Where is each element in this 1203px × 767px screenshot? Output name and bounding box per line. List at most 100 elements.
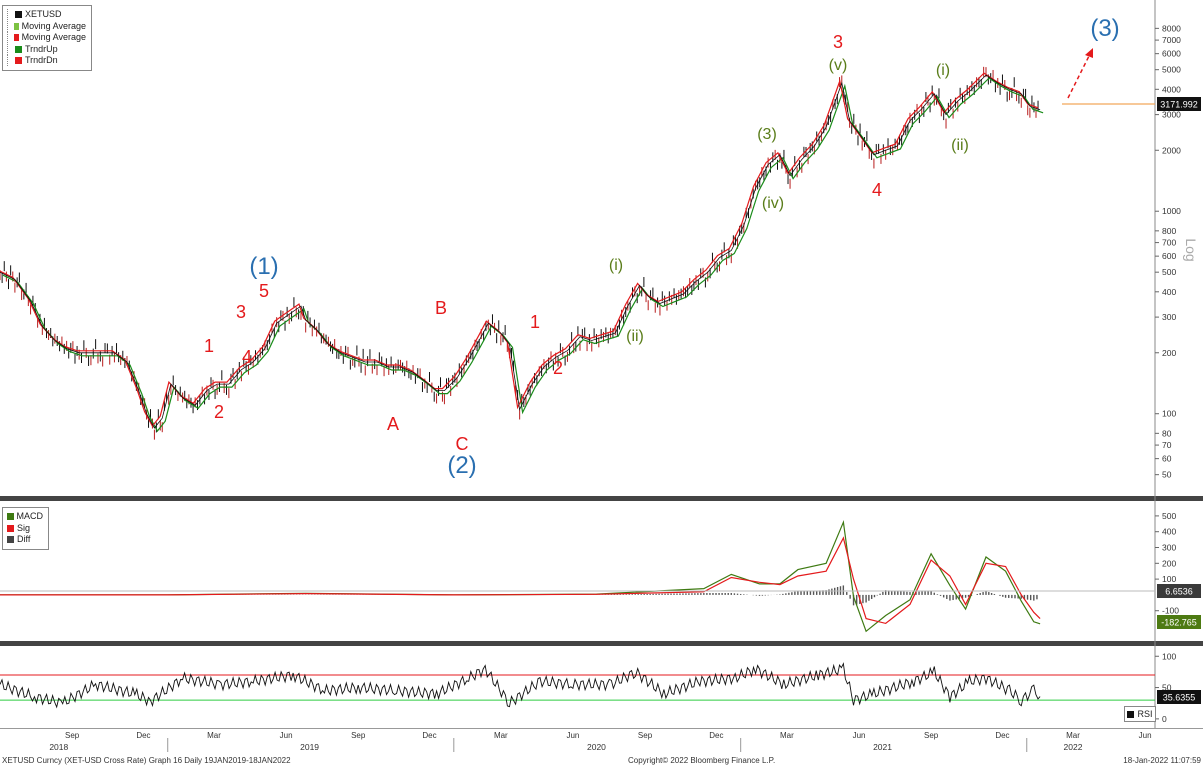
legend-label: MACD: [16, 511, 44, 521]
rsi-y-tick-label: 100: [1162, 651, 1176, 661]
legend-label: TrndrUp: [25, 43, 58, 54]
wave-label-green: (iv): [762, 195, 784, 212]
svg-text:35.6355: 35.6355: [1163, 693, 1196, 703]
legend-swatch: [13, 34, 19, 42]
wave-label-green: (i): [936, 62, 950, 79]
price-y-tick-label: 200: [1162, 348, 1176, 358]
legend-item-sig[interactable]: Sig: [7, 523, 43, 535]
footer-left: XETUSD Curncy (XET-USD Cross Rate) Graph…: [2, 756, 291, 765]
macd-y-tick-label: 400: [1162, 527, 1176, 537]
legend-label: Diff: [17, 534, 31, 544]
svg-text:-182.765: -182.765: [1161, 618, 1197, 628]
x-tick-month: Mar: [1066, 731, 1080, 740]
price-y-tick-label: 300: [1162, 312, 1176, 322]
wave-label-red: A: [387, 414, 399, 434]
price-y-tick-label: 2000: [1162, 145, 1181, 155]
legend-item-ma1[interactable]: Moving Average: [7, 21, 86, 33]
x-tick-month: Sep: [924, 731, 939, 740]
price-y-tick-label: 7000: [1162, 35, 1181, 45]
wave-label-red: 3: [833, 32, 843, 52]
legend-item-diff[interactable]: Diff: [7, 534, 43, 546]
macd-y-tick-label: 200: [1162, 558, 1176, 568]
x-tick-month: Dec: [709, 731, 723, 740]
price-y-tick-label: 600: [1162, 251, 1176, 261]
rsi-y-tick-label: 0: [1162, 714, 1167, 724]
wave-label-green: (ii): [626, 328, 644, 345]
x-tick-month: Dec: [136, 731, 150, 740]
x-tick-month: Jun: [280, 731, 293, 740]
price-y-tick-label: 8000: [1162, 23, 1181, 33]
price-y-tick-label: 3000: [1162, 110, 1181, 120]
legend-label: XETUSD: [25, 9, 62, 19]
wave-label-blue: (1): [249, 253, 278, 280]
wave-label-green: (3): [757, 126, 777, 143]
legend-item-ma2[interactable]: Moving Average: [7, 32, 86, 44]
panel-separator-price-macd[interactable]: [0, 496, 1203, 501]
wave-label-green: (i): [609, 257, 623, 274]
x-tick-month: Dec: [995, 731, 1009, 740]
wave-label-red: B: [435, 298, 447, 318]
macd-diff-tag: 6.6536: [1157, 584, 1201, 598]
wave-label-blue: (2): [447, 452, 476, 479]
legend-swatch: [15, 11, 22, 19]
x-tick-year: 2019: [300, 742, 319, 752]
price-y-tick-label: 70: [1162, 440, 1172, 450]
rsi-y-tick-label: 50: [1162, 683, 1172, 693]
wave-label-red: 3: [236, 302, 246, 322]
legend-swatch: [7, 524, 14, 532]
legend-item-trndrdn[interactable]: TrndrDn: [7, 55, 86, 67]
legend-item-trndrup[interactable]: TrndrUp: [7, 44, 86, 56]
x-tick-month: Mar: [780, 731, 794, 740]
macd-y-tick-label: 300: [1162, 543, 1176, 553]
macd-y-tick-label: 100: [1162, 574, 1176, 584]
x-tick-year: 2018: [49, 742, 68, 752]
price-y-tick-label: 6000: [1162, 49, 1181, 59]
price-legend[interactable]: XETUSD Moving Average Moving Average Trn…: [2, 5, 92, 71]
panel-separator-macd-rsi[interactable]: [0, 641, 1203, 646]
price-y-tick-label: 60: [1162, 454, 1172, 464]
price-y-tick-label: 50: [1162, 470, 1172, 480]
last-price-tag: 3171.992: [1157, 97, 1201, 111]
price-y-tick-label: 4000: [1162, 84, 1181, 94]
x-tick-year: 2020: [587, 742, 606, 752]
rsi-value-tag: 35.6355: [1157, 690, 1201, 704]
price-y-tick-label: 700: [1162, 238, 1176, 248]
wave-label-red: 5: [259, 281, 269, 301]
wave-label-green: (ii): [951, 137, 969, 154]
svg-text:3171.992: 3171.992: [1160, 100, 1198, 110]
price-y-tick-label: 1000: [1162, 206, 1181, 216]
wave-label-red: 2: [214, 402, 224, 422]
svg-text:6.6536: 6.6536: [1165, 587, 1193, 597]
wave-label-green: (v): [829, 57, 848, 74]
legend-label: Moving Average: [21, 32, 86, 42]
axis-title-log: Log: [1183, 238, 1199, 261]
x-tick-month: Dec: [422, 731, 436, 740]
projection-arrow: [1067, 48, 1093, 99]
legend-swatch: [7, 536, 14, 544]
x-tick-month: Jun: [566, 731, 579, 740]
legend-item-xetusd[interactable]: XETUSD: [7, 9, 86, 21]
wave-label-red: 2: [553, 358, 563, 378]
x-tick-year: 2022: [1064, 742, 1083, 752]
legend-label: TrndrDn: [25, 55, 58, 65]
x-tick-month: Sep: [65, 731, 80, 740]
x-tick-month: Jun: [853, 731, 866, 740]
macd-value-tag: -182.765: [1157, 615, 1201, 629]
legend-label: Sig: [17, 522, 31, 533]
legend-swatch: [15, 57, 22, 65]
rsi-legend[interactable]: RSI: [1124, 706, 1156, 722]
legend-item-macd[interactable]: MACD: [7, 511, 43, 523]
price-line: [0, 74, 1041, 429]
macd-legend[interactable]: MACD Sig Diff: [2, 507, 49, 550]
legend-swatch: [1127, 710, 1135, 718]
price-y-tick-label: 500: [1162, 267, 1176, 277]
rsi-line: [0, 662, 1041, 709]
macd-y-tick-label: -100: [1162, 606, 1179, 616]
x-tick-month: Jun: [1139, 731, 1152, 740]
legend-label: RSI: [1137, 709, 1153, 719]
price-y-tick-label: 80: [1162, 428, 1172, 438]
price-y-tick-label: 5000: [1162, 65, 1181, 75]
legend-swatch: [7, 513, 14, 521]
wave-label-red: 1: [530, 312, 540, 332]
